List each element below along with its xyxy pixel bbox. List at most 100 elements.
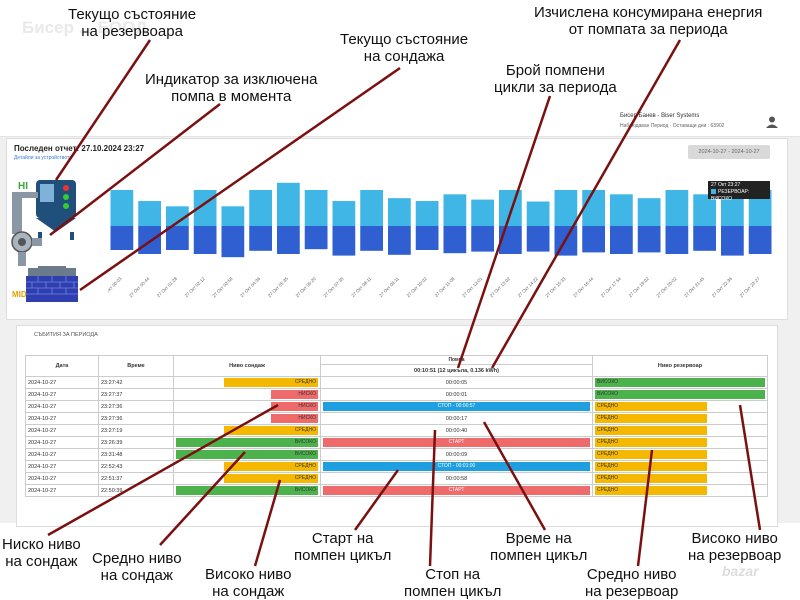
well-icon xyxy=(26,266,78,302)
well-bar xyxy=(304,226,328,250)
corner-logo: bazar xyxy=(722,563,759,579)
well-bar xyxy=(609,226,633,254)
tank-bar xyxy=(165,206,189,226)
well-level-bar: ВИСОКО xyxy=(176,486,318,495)
well-bar xyxy=(332,226,356,256)
annotation-well-high: Високо ниво на сондаж xyxy=(205,566,292,600)
row-tank: СРЕДНО xyxy=(592,484,768,497)
tank-bar xyxy=(138,201,162,226)
top-bar xyxy=(0,108,800,137)
annotation-well-state: Текущо състояние на сондажа xyxy=(340,31,469,65)
tank-bar xyxy=(276,182,300,226)
last-report: Последен отчет: 27.10.2024 23:27 xyxy=(14,144,145,153)
annotation-cycle-start: Старт на помпен цикъл xyxy=(294,530,392,564)
well-bar xyxy=(471,226,495,252)
tank-bar xyxy=(609,194,633,226)
table-row: 2024-10-27 23:27:37 НИСКО 00:00:01 ВИСОКО xyxy=(25,388,768,401)
well-bar xyxy=(582,226,606,253)
well-level-bar: ВИСОКО xyxy=(176,450,318,459)
pump-stop-badge: СТОП - 00:00:57 xyxy=(323,402,590,411)
events-title: СЪБИТИЯ ЗА ПЕРИОДА xyxy=(34,332,98,338)
table-row: 2024-10-27 23:27:19 СРЕДНО 00:00:40 СРЕДНО xyxy=(25,424,768,437)
well-bar xyxy=(415,226,439,250)
watermark: Бисер ... ЕООД xyxy=(22,18,148,37)
tank-bar xyxy=(471,199,495,226)
tooltip-title: 27 Окт 23:27 xyxy=(711,182,741,188)
tank-level-bar: СРЕДНО xyxy=(595,426,708,435)
well-level-bar: НИСКО xyxy=(271,402,318,411)
device-details-link[interactable]: Детайли за устройството xyxy=(14,155,73,161)
tooltip-series: РЕЗЕРВОАР xyxy=(718,189,748,195)
annotation-cycles: Брой помпени цикли за периода xyxy=(494,62,617,96)
user-name: Бисер Банев - Biser Systems xyxy=(620,113,700,119)
row-date: 2024-10-27 xyxy=(25,484,99,497)
tank-bar xyxy=(387,198,411,226)
indicator-mid: MID xyxy=(12,290,27,299)
tank-bar xyxy=(554,190,578,226)
tank-bar xyxy=(748,190,772,226)
well-level-bar: НИСКО xyxy=(271,390,318,399)
tank-bar xyxy=(415,201,439,226)
tank-level-bar: СРЕДНО xyxy=(595,402,708,411)
line-well-low xyxy=(47,403,279,537)
tank-bar xyxy=(526,201,550,226)
date-range-picker[interactable]: 2024-10-27 - 2024-10-27 xyxy=(688,145,770,159)
line-well-mid xyxy=(159,451,246,546)
col-well: Ниво сондаж xyxy=(173,355,321,377)
tank-level-bar: СРЕДНО xyxy=(595,486,708,495)
line-cycles xyxy=(456,95,552,369)
events-table: Дата Време Ниво сондаж Помпа Ниво резерв… xyxy=(25,355,768,497)
tank-level-bar: СРЕДНО xyxy=(595,474,708,483)
chart-tooltip: 27 Окт 23:27 РЕЗЕРВОАР: ВИСОКО xyxy=(708,181,770,202)
annotation-pump-off: Индикатор за изключена помпа в момента xyxy=(145,71,318,105)
well-bar xyxy=(387,226,411,255)
annotation-well-low: Ниско ниво на сондаж xyxy=(2,536,81,570)
well-level-bar: СРЕДНО xyxy=(224,378,318,387)
tank-bar xyxy=(360,190,384,226)
table-row: 2024-10-27 23:31:48 ВИСОКО 00:00:09 СРЕДНО xyxy=(25,448,768,461)
line-cycle-start xyxy=(353,469,400,531)
well-bar xyxy=(165,226,189,250)
well-bar xyxy=(193,226,217,254)
tank-bar xyxy=(637,198,661,226)
avatar-icon[interactable] xyxy=(765,115,779,129)
well-bar xyxy=(665,226,689,254)
tank-bar xyxy=(443,194,467,226)
well-level-bar: СРЕДНО xyxy=(224,474,318,483)
tank-bar xyxy=(304,190,328,226)
tooltip-swatch xyxy=(711,189,716,195)
well-level-bar: ВИСОКО xyxy=(176,438,318,447)
tank-bar xyxy=(249,190,273,226)
tank-level-bar: ВИСОКО xyxy=(595,390,765,399)
annotation-energy: Изчислена консумирана енергия от помпата… xyxy=(534,4,763,38)
line-pump-off xyxy=(49,103,221,236)
annotation-tank-state: Текущо състояние на резервоара xyxy=(68,6,197,40)
well-bar xyxy=(360,226,384,251)
tank-bar xyxy=(665,190,689,226)
tank-level-bar: ВИСОКО xyxy=(595,378,765,387)
well-level-bar: СРЕДНО xyxy=(224,426,318,435)
tank-bar xyxy=(221,206,245,226)
line-cycle-time xyxy=(482,421,547,531)
tank-bar xyxy=(110,190,134,226)
tooltip-value: ВИСОКО xyxy=(711,196,733,202)
well-level-bar: СРЕДНО xyxy=(224,462,318,471)
well-bar xyxy=(720,226,744,256)
device-illustration xyxy=(11,180,78,302)
annotation-cycle-stop: Стоп на помпен цикъл xyxy=(404,566,502,600)
line-cycle-stop xyxy=(428,429,437,567)
table-row: 2024-10-27 22:52:43 СРЕДНО СТОП - 00:01:00 С… xyxy=(25,460,768,473)
pump-start-badge: СТАРТ xyxy=(323,438,590,447)
line-tank-mid xyxy=(636,449,654,567)
row-tank: СРЕДНО xyxy=(592,400,768,413)
pump-stop-badge: СТОП - 00:01:00 xyxy=(323,462,590,471)
tank-level-bar: СРЕДНО xyxy=(595,414,708,423)
annotation-tank-mid: Средно ниво на резервоар xyxy=(585,566,679,600)
well-bar xyxy=(443,226,467,254)
well-bar xyxy=(693,226,717,251)
line-tank-high xyxy=(738,404,762,531)
user-subtitle: Наблюдаван Период · Оставащи дни : 63902 xyxy=(620,123,725,129)
annotation-cycle-time: Време на помпен цикъл xyxy=(490,530,588,564)
